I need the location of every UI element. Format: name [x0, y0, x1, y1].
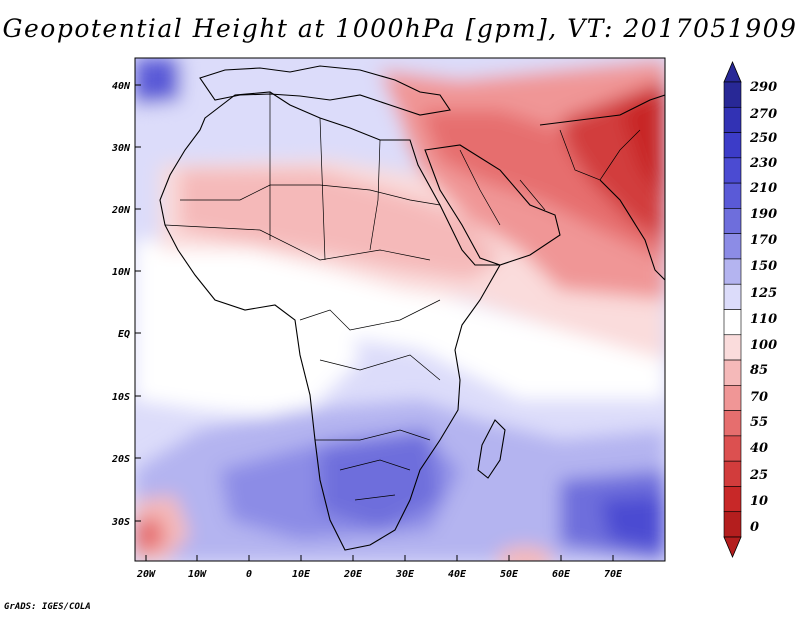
- colorbar-label: 270: [749, 107, 777, 122]
- longitude-axis: 20W 10W 0 10E 20E 30E 40E 50E 60E 70E: [136, 555, 623, 580]
- lat-label: 10S: [112, 392, 130, 403]
- height-field: [135, 58, 665, 561]
- colorbar-cell: [723, 233, 742, 260]
- colorbar-cell: [723, 309, 742, 336]
- colorbar-top-arrow: [723, 60, 742, 83]
- lat-label: 20S: [111, 454, 130, 465]
- lon-label: 50E: [500, 569, 519, 580]
- colorbar-label: 85: [750, 363, 768, 378]
- colorbar-label: 230: [749, 156, 777, 171]
- latitude-axis: 40N 30N 20N 10N EQ 10S 20S 30S: [111, 81, 141, 528]
- colorbar-label: 290: [749, 80, 777, 95]
- colorbar-label: 250: [749, 131, 777, 146]
- colorbar-label: 100: [750, 338, 777, 353]
- colorbar-label: 70: [750, 390, 768, 405]
- colorbar-label: 210: [749, 181, 777, 196]
- colorbar-cell: [723, 182, 742, 209]
- lon-label: 60E: [552, 569, 571, 580]
- colorbar-cell: [723, 385, 742, 411]
- lon-label: 10E: [292, 569, 311, 580]
- lon-label: 40E: [448, 569, 467, 580]
- colorbar-cell: [723, 81, 742, 108]
- lon-label: 30E: [395, 569, 415, 580]
- lat-label: 10N: [112, 267, 131, 278]
- lat-label: 40N: [112, 81, 131, 92]
- colorbar-cell: [723, 157, 742, 184]
- colorbar-cell: [723, 132, 742, 159]
- colorbar-cell: [723, 208, 742, 234]
- colorbar-bottom-arrow: [723, 536, 742, 559]
- plot-frame: [134, 57, 666, 562]
- lon-label: 70E: [604, 569, 623, 580]
- colorbar-cell: [723, 460, 742, 487]
- lat-label: 20N: [111, 205, 131, 216]
- colorbar-cell: [723, 283, 742, 310]
- colorbar-cell: [723, 106, 742, 133]
- lon-label: 20E: [343, 569, 363, 580]
- colorbar-cell: [723, 359, 742, 386]
- colorbar-label: 0: [750, 520, 759, 535]
- colorbar-cell: [723, 486, 742, 513]
- lon-label: 10W: [188, 569, 207, 580]
- colorbar-label: 55: [750, 415, 768, 430]
- colorbar-cells: [723, 81, 742, 538]
- map-title: Geopotential Height at 1000hPa [gpm], VT…: [2, 14, 798, 43]
- colorbar-label: 10: [750, 494, 768, 509]
- colorbar-label: 40: [750, 441, 768, 456]
- colorbar-label: 25: [749, 468, 768, 483]
- colorbar-label: 190: [750, 207, 777, 222]
- lon-label: 0: [246, 569, 252, 580]
- colorbar-cell: [723, 435, 742, 462]
- colorbar-cell: [723, 410, 742, 437]
- lat-label: EQ: [118, 329, 130, 340]
- colorbar-label: 125: [750, 286, 777, 301]
- colorbar-cell: [723, 334, 742, 361]
- colorbar: 290 270 250 230 210 190 170 150 125 110 …: [723, 60, 777, 559]
- colorbar-cell: [723, 511, 742, 538]
- colorbar-label: 150: [750, 259, 777, 274]
- country-borders: [164, 92, 641, 501]
- colorbar-label: 110: [750, 312, 777, 327]
- grads-credit: GrADS: IGES/COLA: [4, 602, 91, 612]
- lat-label: 30S: [111, 517, 130, 528]
- lon-label: 20W: [136, 569, 156, 580]
- colorbar-label: 170: [750, 233, 777, 248]
- lat-label: 30N: [111, 143, 131, 154]
- colorbar-cell: [723, 258, 742, 285]
- coastlines: [159, 65, 665, 551]
